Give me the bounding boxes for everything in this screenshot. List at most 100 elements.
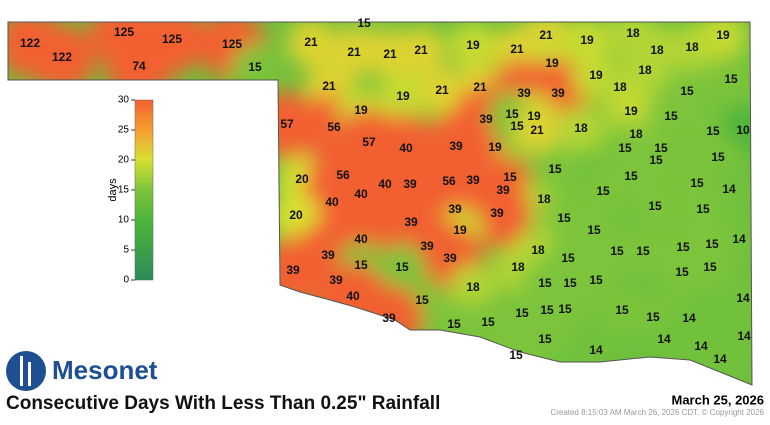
station-value: 20	[295, 172, 309, 186]
station-value: 15	[538, 332, 552, 346]
station-value: 57	[280, 117, 294, 131]
logo-tower	[20, 356, 23, 386]
station-value: 18	[613, 80, 627, 94]
station-value: 18	[685, 40, 699, 54]
station-value: 15	[724, 72, 738, 86]
station-value: 19	[354, 103, 368, 117]
station-value: 19	[488, 140, 502, 154]
station-value: 39	[517, 86, 531, 100]
logo-icon	[6, 351, 46, 391]
station-value: 19	[453, 223, 467, 237]
station-value: 56	[327, 120, 341, 134]
station-value: 15	[610, 244, 624, 258]
station-value: 39	[286, 263, 300, 277]
station-value: 18	[537, 192, 551, 206]
station-value: 14	[694, 339, 708, 353]
station-value: 14	[589, 343, 603, 357]
heat-blob	[464, 299, 512, 347]
station-value: 56	[336, 168, 350, 182]
station-value: 15	[505, 107, 519, 121]
heat-blob	[699, 22, 747, 60]
heat-blob	[330, 29, 378, 77]
station-value: 15	[696, 202, 710, 216]
heat-blob	[28, 24, 96, 92]
station-value: 21	[304, 35, 318, 49]
station-value: 15	[557, 211, 571, 225]
station-value: 125	[162, 32, 182, 46]
station-value: 15	[415, 293, 429, 307]
station-value: 15	[563, 276, 577, 290]
colorbar-tick-label: 0	[123, 275, 129, 286]
station-value: 15	[649, 153, 663, 167]
colorbar-tick-label: 25	[118, 125, 130, 136]
heat-blob	[621, 47, 669, 95]
logo-tower	[28, 362, 31, 386]
station-value: 21	[435, 83, 449, 97]
station-value: 15	[509, 348, 523, 362]
heat-blob	[579, 168, 627, 216]
logo: Mesonet	[6, 351, 158, 391]
created-note: Created 8:15:03 AM March 26, 2026 CDT. ©…	[550, 408, 764, 417]
station-value: 18	[638, 63, 652, 77]
station-value: 15	[646, 310, 660, 324]
station-value: 15	[690, 176, 704, 190]
station-value: 125	[114, 25, 134, 39]
station-value: 15	[548, 162, 562, 176]
station-value: 57	[362, 135, 376, 149]
station-value: 15	[540, 303, 554, 317]
station-value: 10	[736, 123, 750, 137]
station-value: 15	[447, 317, 461, 331]
station-value: 15	[706, 124, 720, 138]
station-value: 74	[132, 59, 146, 73]
map-date: March 25, 2026	[671, 392, 764, 407]
station-value: 18	[626, 26, 640, 40]
station-value: 39	[496, 183, 510, 197]
heat-blob	[707, 56, 752, 104]
heat-blob	[397, 27, 445, 75]
station-value: 15	[654, 141, 668, 155]
station-value: 14	[737, 329, 751, 343]
station-value: 15	[510, 119, 524, 133]
colorbar-tick-label: 30	[118, 95, 130, 106]
colorbar-tick-label: 10	[118, 215, 130, 226]
station-value: 14	[736, 291, 750, 305]
station-value: 18	[531, 243, 545, 257]
station-value: 21	[322, 79, 336, 93]
station-value: 39	[329, 273, 343, 287]
station-value: 14	[732, 232, 746, 246]
colorbar-tick-label: 15	[118, 185, 130, 196]
station-value: 19	[545, 56, 559, 70]
station-value: 15	[596, 184, 610, 198]
station-value: 15	[705, 237, 719, 251]
station-value: 39	[420, 239, 434, 253]
station-value: 15	[357, 16, 371, 30]
station-value: 15	[703, 260, 717, 274]
station-value: 39	[321, 248, 335, 262]
station-value: 15	[354, 258, 368, 272]
heat-blob	[287, 22, 335, 67]
station-value: 39	[490, 206, 504, 220]
station-value: 21	[510, 42, 524, 56]
heat-blob	[719, 275, 752, 323]
station-value: 15	[664, 109, 678, 123]
station-value: 15	[515, 306, 529, 320]
colorbar-label: days	[107, 178, 119, 202]
station-value: 40	[354, 232, 368, 246]
station-value: 18	[650, 43, 664, 57]
station-value: 15	[636, 244, 650, 258]
station-value: 39	[382, 311, 396, 325]
heat-blob	[513, 107, 561, 155]
station-value: 39	[479, 112, 493, 126]
station-value: 40	[399, 141, 413, 155]
logo-text: Mesonet	[52, 355, 158, 385]
station-value: 56	[442, 174, 456, 188]
station-value: 15	[481, 315, 495, 329]
station-value: 39	[449, 139, 463, 153]
station-value: 15	[676, 240, 690, 254]
station-value: 15	[618, 141, 632, 155]
station-value: 39	[404, 215, 418, 229]
station-value: 21	[539, 28, 553, 42]
heat-blob	[557, 105, 605, 153]
station-value: 15	[248, 60, 262, 74]
